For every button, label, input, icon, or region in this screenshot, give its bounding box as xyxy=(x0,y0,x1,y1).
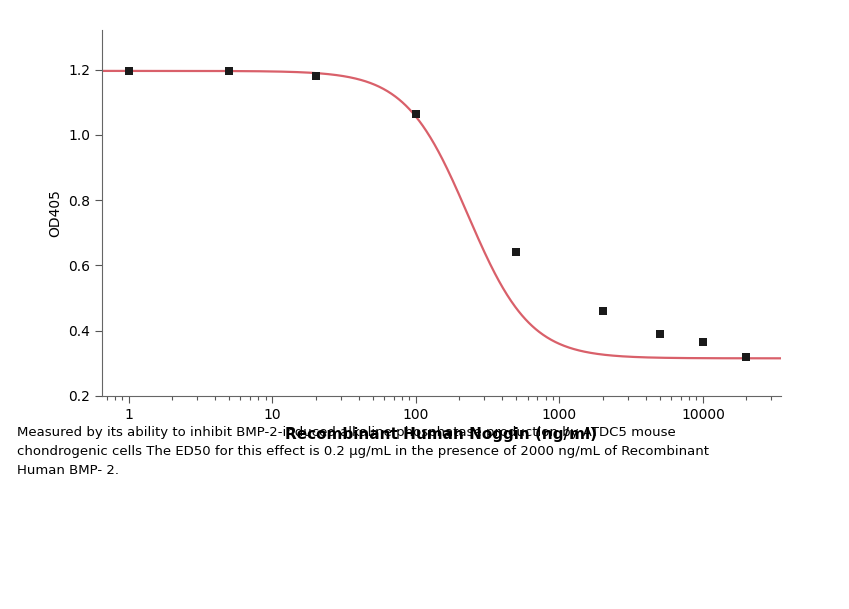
X-axis label: Recombinant Human Noggin (ng/ml): Recombinant Human Noggin (ng/ml) xyxy=(285,427,598,442)
Point xyxy=(509,247,523,257)
Point xyxy=(596,306,610,316)
Point xyxy=(739,352,753,362)
Point xyxy=(653,329,666,339)
Text: Measured by its ability to inhibit BMP-2-induced alkaline phosphatase production: Measured by its ability to inhibit BMP-2… xyxy=(17,426,709,477)
Point xyxy=(409,109,423,119)
Point xyxy=(309,71,323,81)
Point xyxy=(122,66,136,76)
Point xyxy=(696,337,710,347)
Y-axis label: OD405: OD405 xyxy=(48,189,63,237)
Point xyxy=(222,66,236,76)
